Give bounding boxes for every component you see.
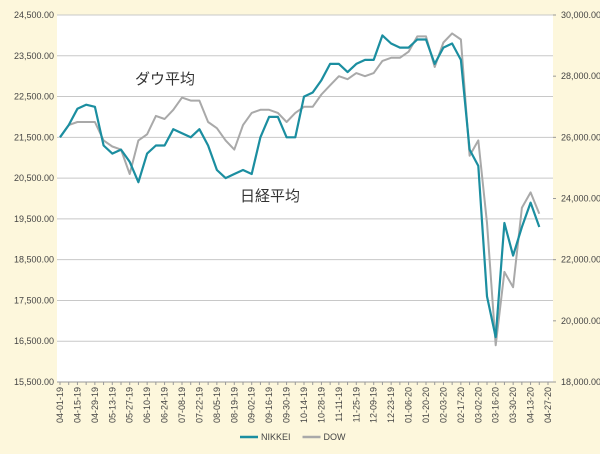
x-tick-label: 11-11-19 (334, 387, 344, 422)
x-tick-label: 08-05-19 (212, 387, 222, 423)
x-tick-label: 01-20-20 (421, 387, 431, 423)
y-tick-label: 19,500.00 (14, 214, 54, 224)
x-tick-label: 06-24-19 (160, 387, 170, 423)
y-tick-label: 18,500.00 (14, 255, 54, 265)
plot-area (57, 15, 553, 382)
x-tick-label: 11-25-19 (351, 387, 361, 422)
x-tick-label: 08-19-19 (229, 387, 239, 423)
line (59, 34, 541, 339)
x-tick-label: 10-28-19 (316, 387, 326, 423)
legend-label: DOW (324, 432, 347, 442)
y-tick-label: 21,500.00 (14, 132, 54, 142)
x-tick-label: 04-01-19 (55, 387, 65, 423)
x-tick-label: 12-23-19 (386, 387, 396, 423)
y-tick-label: 20,500.00 (14, 173, 54, 183)
x-tick-label: 07-22-19 (194, 387, 204, 423)
x-tick-label: 02-17-20 (456, 387, 466, 423)
x-tick-label: 06-10-19 (142, 387, 152, 423)
x-tick-label: 04-27-20 (543, 387, 553, 423)
x-tick-label: 04-15-19 (72, 387, 82, 423)
y2-tick-label: 26,000.00 (561, 132, 600, 142)
x-tick-label: 03-02-20 (473, 387, 483, 423)
legend-label: NIKKEI (261, 432, 291, 442)
x-tick-label: 04-29-19 (90, 387, 100, 423)
y-tick-label: 15,500.00 (14, 377, 54, 387)
x-tick-label: 01-06-20 (404, 387, 414, 423)
y2-tick-label: 22,000.00 (561, 255, 600, 265)
line (59, 32, 541, 347)
annotation: ダウ平均 (135, 71, 195, 88)
x-tick-label: 09-02-19 (247, 387, 257, 423)
y2-tick-label: 28,000.00 (561, 71, 600, 81)
y2-tick-label: 20,000.00 (561, 316, 600, 326)
x-tick-label: 03-30-20 (508, 387, 518, 423)
y-tick-label: 22,500.00 (14, 92, 54, 102)
annotation: 日経平均 (240, 188, 300, 205)
y2-tick-label: 30,000.00 (561, 10, 600, 20)
x-tick-label: 09-30-19 (282, 387, 292, 423)
y2-tick-label: 24,000.00 (561, 194, 600, 204)
x-tick-label: 05-13-19 (107, 387, 117, 423)
x-tick-label: 04-13-20 (526, 387, 536, 423)
y-tick-label: 24,500.00 (14, 10, 54, 20)
x-tick-label: 09-16-19 (264, 387, 274, 423)
x-tick-label: 05-27-19 (125, 387, 135, 423)
y2-tick-label: 18,000.00 (561, 377, 600, 387)
x-tick-label: 10-14-19 (299, 387, 309, 423)
x-tick-label: 03-16-20 (491, 387, 501, 423)
x-tick-label: 02-03-20 (438, 387, 448, 423)
y-tick-label: 16,500.00 (14, 336, 54, 346)
x-tick-label: 07-08-19 (177, 387, 187, 423)
y-tick-label: 23,500.00 (14, 51, 54, 61)
y-tick-label: 17,500.00 (14, 295, 54, 305)
x-tick-label: 12-09-19 (369, 387, 379, 423)
